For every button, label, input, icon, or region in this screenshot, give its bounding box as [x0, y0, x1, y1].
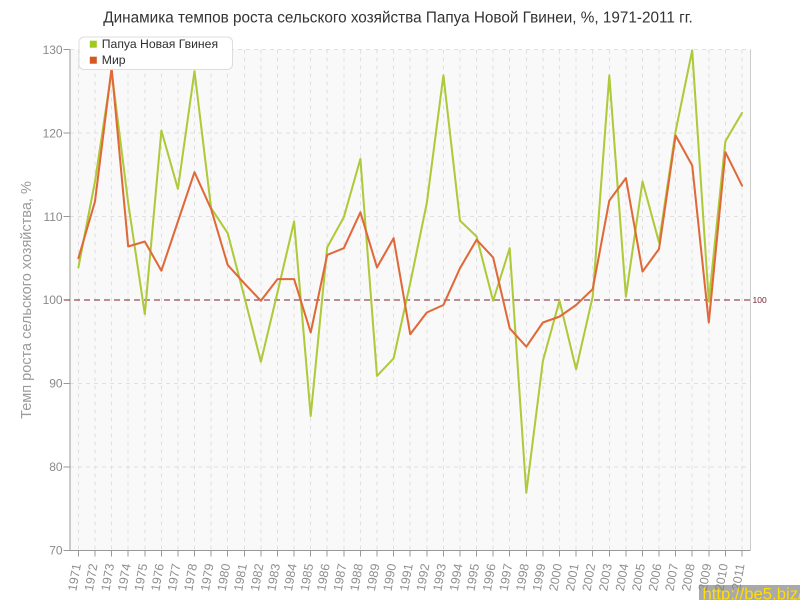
svg-text:1985: 1985 [298, 562, 317, 592]
svg-text:2004: 2004 [613, 562, 632, 592]
svg-text:1986: 1986 [314, 562, 333, 592]
svg-text:130: 130 [43, 43, 63, 57]
svg-text:1999: 1999 [530, 562, 549, 592]
svg-text:http://be5.biz/: http://be5.biz/ [703, 585, 800, 600]
svg-text:1971: 1971 [65, 562, 84, 592]
svg-text:1989: 1989 [364, 562, 383, 592]
svg-text:1981: 1981 [231, 562, 250, 592]
svg-text:1975: 1975 [132, 562, 151, 592]
svg-text:2000: 2000 [546, 562, 565, 592]
svg-text:1987: 1987 [331, 562, 350, 592]
svg-text:2009: 2009 [696, 562, 715, 592]
svg-text:120: 120 [43, 126, 63, 140]
svg-text:2005: 2005 [629, 562, 648, 592]
svg-text:2002: 2002 [580, 562, 599, 592]
svg-text:1983: 1983 [264, 562, 283, 592]
svg-text:1980: 1980 [215, 562, 234, 592]
svg-text:2006: 2006 [646, 562, 665, 592]
svg-text:1972: 1972 [82, 562, 101, 592]
svg-text:1993: 1993 [430, 562, 449, 592]
svg-text:1996: 1996 [480, 562, 499, 592]
svg-text:2003: 2003 [596, 562, 615, 592]
svg-text:1997: 1997 [497, 562, 516, 592]
svg-text:70: 70 [49, 544, 63, 558]
svg-text:2007: 2007 [663, 562, 682, 592]
svg-text:2001: 2001 [563, 562, 582, 592]
svg-text:Динамика темпов роста сельског: Динамика темпов роста сельского хозяйств… [103, 10, 692, 27]
svg-text:1992: 1992 [414, 562, 433, 592]
svg-text:1982: 1982 [248, 562, 267, 592]
svg-text:110: 110 [43, 210, 62, 224]
svg-text:Мир: Мир [102, 53, 126, 67]
svg-text:100: 100 [753, 295, 767, 305]
svg-text:1979: 1979 [198, 562, 217, 592]
svg-text:1991: 1991 [397, 562, 416, 592]
svg-text:1977: 1977 [165, 562, 184, 592]
svg-text:2008: 2008 [679, 562, 698, 592]
svg-text:2011: 2011 [729, 562, 747, 591]
svg-text:90: 90 [49, 377, 63, 391]
svg-text:1998: 1998 [513, 562, 532, 592]
svg-text:100: 100 [43, 293, 63, 307]
svg-text:80: 80 [49, 460, 63, 474]
svg-text:1990: 1990 [381, 562, 400, 592]
svg-text:1988: 1988 [347, 562, 366, 592]
svg-text:1974: 1974 [115, 562, 134, 592]
svg-text:1995: 1995 [464, 562, 483, 592]
svg-text:1984: 1984 [281, 562, 300, 592]
svg-text:1994: 1994 [447, 562, 466, 592]
svg-text:1973: 1973 [99, 562, 118, 592]
svg-text:Темп роста сельского хозяйства: Темп роста сельского хозяйства, % [19, 181, 35, 419]
svg-text:Папуа Новая Гвинея: Папуа Новая Гвинея [102, 37, 218, 51]
svg-text:1978: 1978 [181, 562, 200, 592]
svg-text:1976: 1976 [148, 562, 167, 592]
svg-text:2010: 2010 [712, 562, 731, 592]
